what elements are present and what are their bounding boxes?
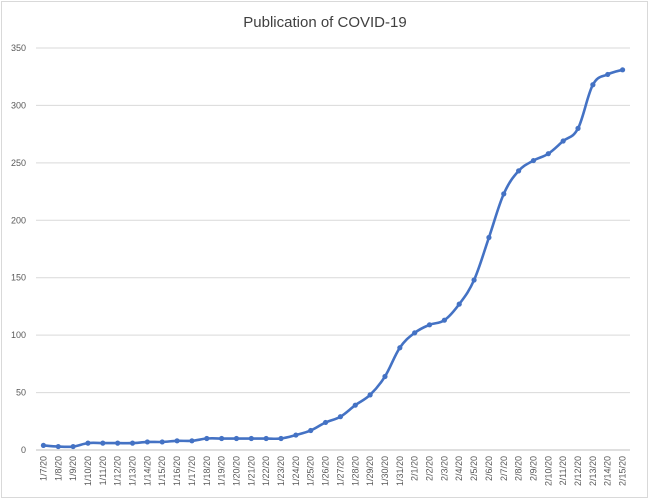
x-tick-label: 2/3/20 <box>439 456 449 481</box>
x-tick-label: 1/23/20 <box>276 456 286 486</box>
x-tick-label: 1/26/20 <box>321 456 331 486</box>
x-tick-label: 2/4/20 <box>454 456 464 481</box>
y-tick-label: 0 <box>21 445 26 455</box>
x-tick-label: 2/10/20 <box>543 456 553 486</box>
data-point <box>278 435 284 442</box>
data-point <box>219 435 225 442</box>
data-point <box>322 419 329 426</box>
x-tick-label: 2/8/20 <box>514 456 524 481</box>
data-point <box>100 440 106 446</box>
x-tick-label: 1/20/20 <box>231 456 241 486</box>
x-tick-label: 1/30/20 <box>380 456 390 486</box>
x-tick-label: 2/13/20 <box>588 456 598 486</box>
x-tick-label: 2/1/20 <box>410 456 420 481</box>
x-tick-label: 1/16/20 <box>172 456 182 486</box>
data-point <box>575 125 581 131</box>
y-tick-label: 200 <box>11 215 26 225</box>
data-point <box>55 443 61 450</box>
data-point <box>85 440 91 446</box>
x-tick-label: 1/17/20 <box>187 456 197 486</box>
x-tick-label: 1/11/20 <box>98 456 108 485</box>
data-point <box>471 277 477 283</box>
y-tick-label: 350 <box>11 43 26 53</box>
x-tick-label: 1/19/20 <box>217 456 227 486</box>
x-tick-label: 2/11/20 <box>558 456 568 485</box>
data-point <box>263 435 269 442</box>
y-tick-label: 300 <box>11 100 26 110</box>
data-point <box>545 151 551 157</box>
x-tick-label: 1/22/20 <box>261 456 271 486</box>
data-point <box>605 71 611 78</box>
x-tick-label: 1/28/20 <box>350 456 360 486</box>
x-tick-label: 2/2/20 <box>425 456 435 481</box>
data-point <box>426 322 433 328</box>
data-point <box>40 442 47 449</box>
x-tick-label: 1/24/20 <box>291 456 301 486</box>
data-point <box>486 234 492 241</box>
x-tick-label: 1/21/20 <box>246 456 256 486</box>
data-point <box>516 168 522 174</box>
data-point <box>159 439 165 445</box>
x-tick-label: 2/7/20 <box>499 456 509 481</box>
data-point <box>115 440 121 446</box>
x-tick-label: 2/12/20 <box>573 456 583 486</box>
x-tick-label: 1/29/20 <box>365 456 375 486</box>
y-tick-label: 150 <box>11 273 26 283</box>
data-point <box>233 435 240 442</box>
data-point <box>352 402 358 408</box>
y-tick-label: 100 <box>11 330 26 340</box>
x-tick-label: 2/5/20 <box>469 456 479 481</box>
x-tick-label: 1/14/20 <box>142 456 152 486</box>
x-tick-label: 1/8/20 <box>53 456 63 481</box>
x-tick-label: 1/13/20 <box>128 456 138 486</box>
data-point <box>382 373 388 380</box>
data-point <box>70 443 76 450</box>
x-tick-label: 1/9/20 <box>68 456 78 481</box>
data-point <box>501 191 507 197</box>
data-point <box>367 392 373 398</box>
data-point <box>456 301 462 307</box>
x-tick-label: 1/25/20 <box>306 456 316 486</box>
x-tick-label: 1/12/20 <box>113 456 123 486</box>
data-point <box>337 414 344 420</box>
x-tick-label: 2/9/20 <box>528 456 538 481</box>
x-tick-label: 1/10/20 <box>83 456 93 486</box>
x-tick-label: 1/27/20 <box>335 456 345 486</box>
data-point <box>174 438 180 444</box>
x-tick-label: 2/14/20 <box>603 456 613 486</box>
series-line <box>42 68 624 449</box>
data-point <box>204 435 210 442</box>
data-point <box>590 82 596 88</box>
data-point <box>560 138 566 144</box>
x-tick-label: 1/18/20 <box>202 456 212 486</box>
y-tick-label: 250 <box>11 158 26 168</box>
data-point <box>397 345 403 351</box>
y-tick-label: 50 <box>16 388 26 398</box>
data-point <box>441 317 447 323</box>
data-point <box>412 330 418 336</box>
x-tick-label: 2/6/20 <box>484 456 494 481</box>
data-point <box>129 440 136 446</box>
x-tick-label: 1/15/20 <box>157 456 167 486</box>
data-point <box>144 439 150 445</box>
data-point <box>248 435 254 442</box>
x-tick-label: 1/31/20 <box>395 456 405 486</box>
data-point <box>189 438 195 444</box>
x-tick-label: 2/15/20 <box>618 456 628 486</box>
data-point <box>619 67 626 73</box>
data-point <box>293 432 299 438</box>
chart-title: Publication of COVID-19 <box>243 14 407 31</box>
data-point <box>308 427 314 434</box>
data-point <box>530 157 537 164</box>
x-tick-label: 1/7/20 <box>38 456 48 481</box>
